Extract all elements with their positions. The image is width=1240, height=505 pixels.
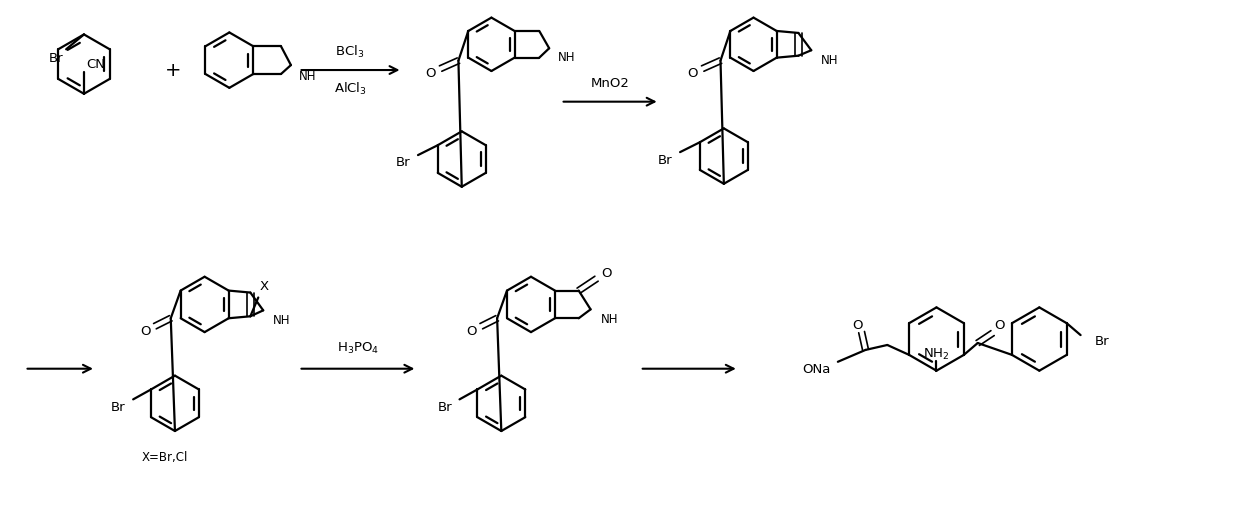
Text: NH$_2$: NH$_2$: [924, 347, 950, 363]
Text: O: O: [466, 325, 476, 338]
Text: H$_3$PO$_4$: H$_3$PO$_4$: [337, 341, 379, 357]
Text: ONa: ONa: [802, 363, 831, 376]
Text: BCl$_3$: BCl$_3$: [335, 44, 365, 60]
Text: NH: NH: [821, 54, 838, 67]
Text: AlCl$_3$: AlCl$_3$: [334, 81, 367, 97]
Text: +: +: [165, 61, 181, 79]
Text: Br: Br: [1095, 334, 1109, 347]
Text: Br: Br: [396, 157, 410, 170]
Text: MnO2: MnO2: [590, 77, 630, 90]
Text: Br: Br: [658, 154, 672, 167]
Text: Br: Br: [438, 401, 453, 414]
Text: NH: NH: [299, 71, 316, 83]
Text: X=Br,Cl: X=Br,Cl: [141, 451, 188, 464]
Text: O: O: [852, 319, 863, 332]
Text: NH: NH: [558, 50, 575, 64]
Text: CN: CN: [86, 58, 105, 71]
Text: O: O: [601, 267, 611, 280]
Text: O: O: [687, 67, 698, 80]
Text: NH: NH: [273, 314, 290, 327]
Text: O: O: [994, 319, 1004, 332]
Text: Br: Br: [112, 401, 125, 414]
Text: X: X: [259, 280, 269, 293]
Text: NH: NH: [600, 313, 618, 326]
Text: O: O: [425, 67, 436, 80]
Text: Br: Br: [48, 52, 63, 65]
Text: O: O: [140, 325, 150, 338]
